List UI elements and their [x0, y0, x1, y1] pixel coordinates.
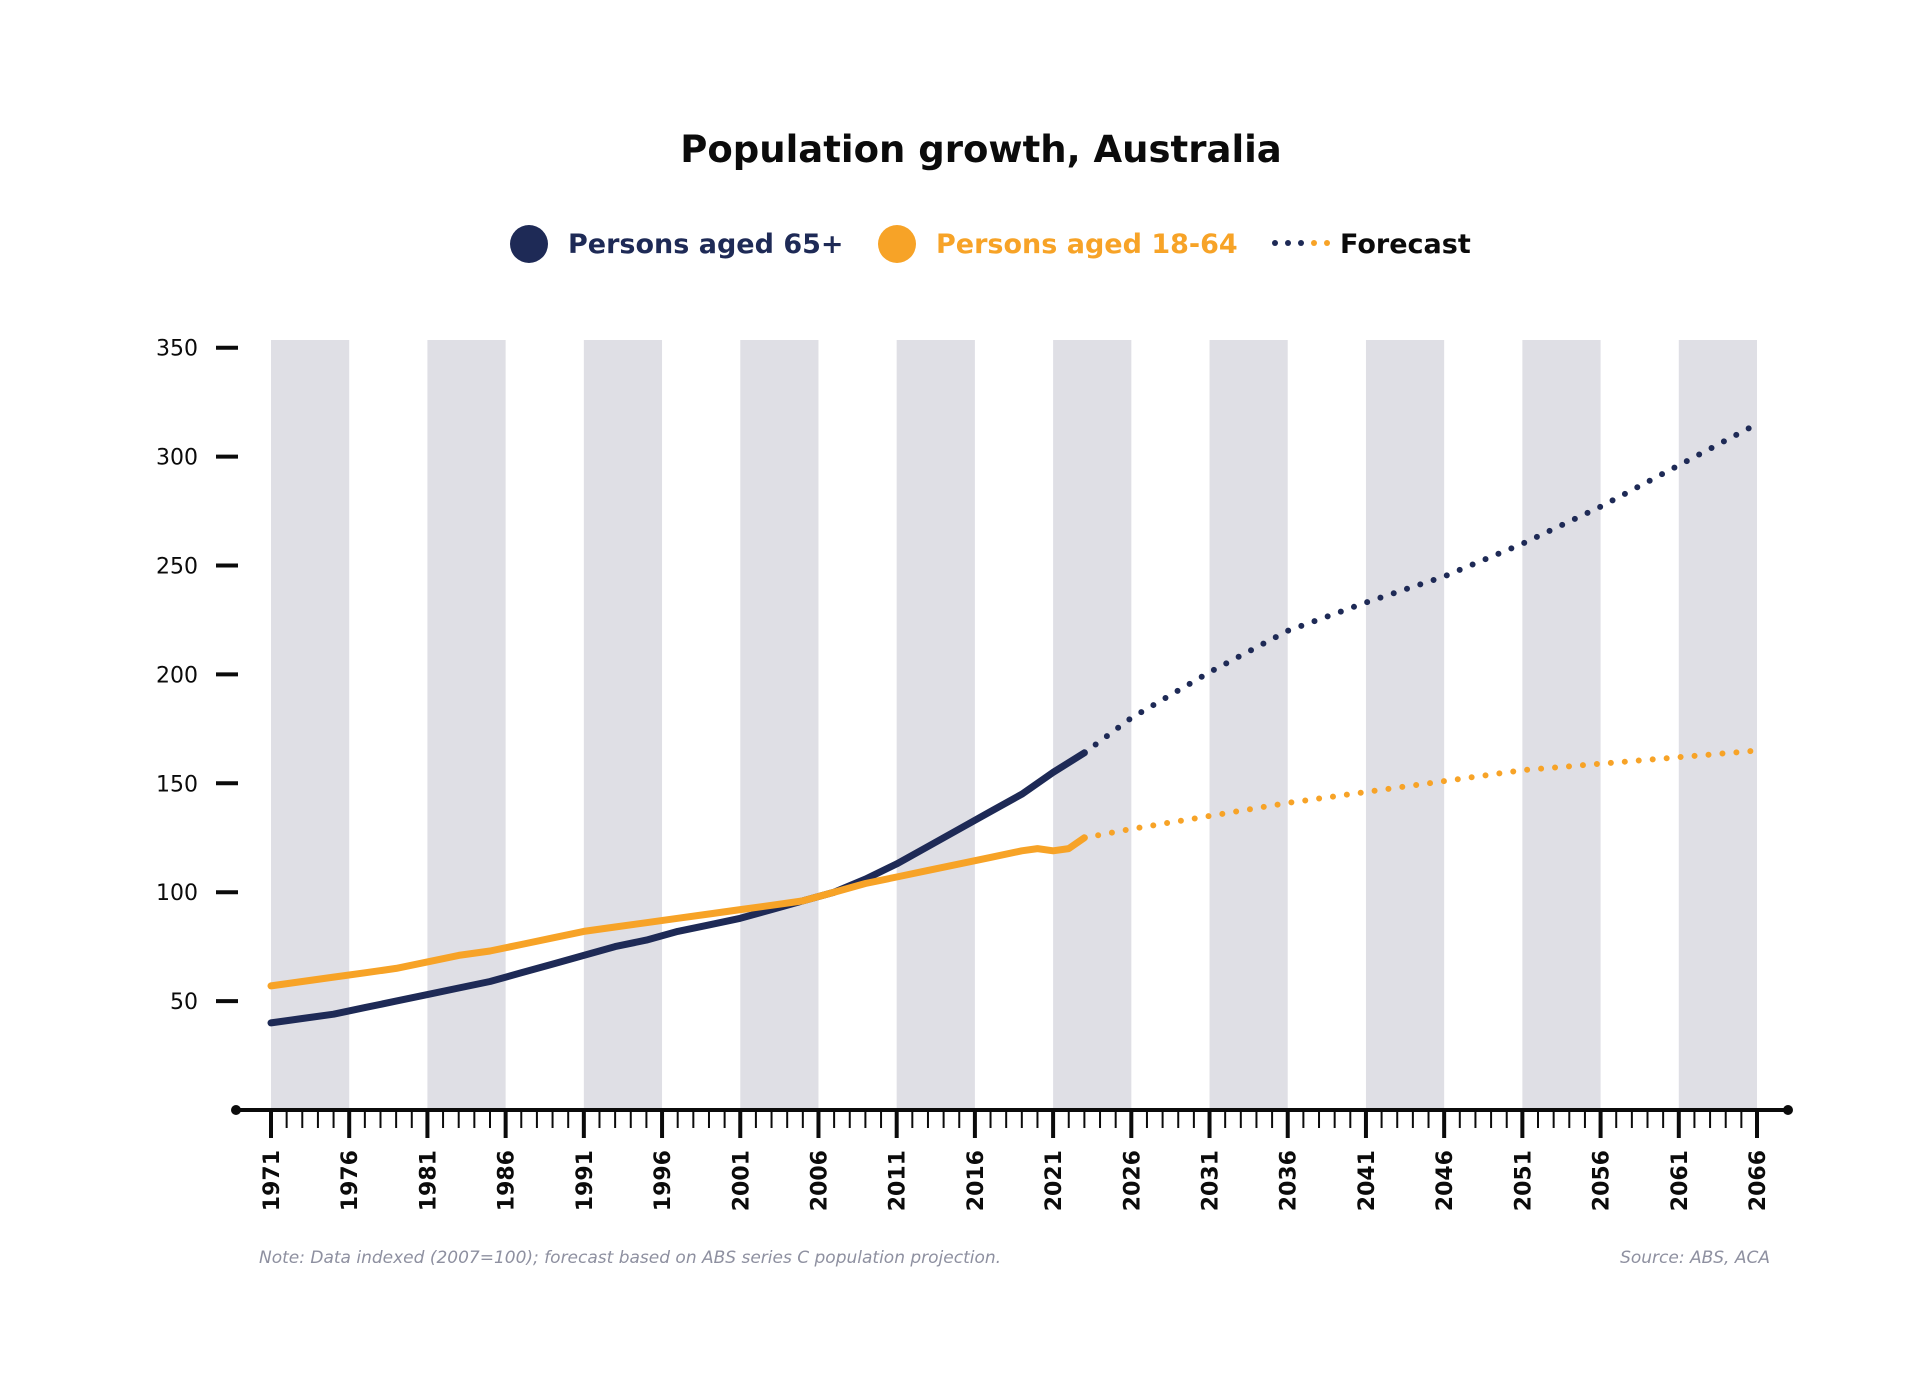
x-axis-end-dot — [1783, 1105, 1793, 1115]
series-forecast-1 — [1081, 747, 1760, 841]
y-tick-label: 300 — [156, 446, 198, 471]
y-tick-label: 250 — [156, 555, 198, 580]
shaded-band — [740, 340, 819, 1110]
x-tick-label: 1991 — [573, 1150, 598, 1211]
x-tick-label: 1971 — [260, 1150, 285, 1211]
series-line-1 — [267, 834, 1088, 990]
x-axis: 1971 1976 1981 1986 1991 1996 2001 2006 2011 2016… — [231, 1105, 1793, 1211]
series-forecast-0 — [1081, 420, 1760, 756]
shaded-band — [1053, 340, 1132, 1110]
y-tick-label: 350 — [156, 337, 198, 362]
x-tick-label: 2011 — [886, 1150, 911, 1211]
source-note: Source: ABS, ACA — [1620, 1248, 1770, 1268]
y-tick-label: 100 — [156, 881, 198, 906]
shaded-band — [896, 340, 975, 1110]
legend-item-18-64: Persons aged 18-64 — [878, 222, 1238, 266]
legend-item-forecast: Forecast — [1272, 222, 1471, 266]
chart-title: Population growth, Australia — [680, 128, 1282, 171]
x-tick-label: 2056 — [1590, 1150, 1615, 1211]
x-tick-label: 1981 — [416, 1150, 441, 1211]
y-tick-label: 50 — [170, 990, 198, 1015]
chart-legend: Persons aged 65+ Persons aged 18-64 Fore… — [0, 222, 1920, 266]
x-tick-label: 2041 — [1355, 1150, 1380, 1211]
x-tick-label: 2016 — [964, 1150, 989, 1211]
x-tick-label: 1986 — [495, 1150, 520, 1211]
y-axis: 50 100 150 200 250 300 350 — [156, 337, 238, 1015]
legend-dot-65 — [510, 225, 548, 263]
legend-label-65: Persons aged 65+ — [568, 228, 844, 260]
series-lines — [267, 420, 1760, 1027]
x-tick-label: 1996 — [651, 1150, 676, 1211]
legend-label-18-64: Persons aged 18-64 — [936, 228, 1238, 260]
legend-forecast-dots-icon — [1272, 240, 1330, 248]
legend-label-forecast: Forecast — [1340, 228, 1471, 260]
legend-item-65: Persons aged 65+ — [510, 222, 844, 266]
shaded-band — [1365, 340, 1445, 1110]
footnote: Note: Data indexed (2007=100); forecast … — [259, 1248, 1002, 1268]
x-tick-label: 2046 — [1433, 1150, 1458, 1211]
legend-dot-18-64 — [878, 225, 916, 263]
shaded-band — [1209, 340, 1288, 1110]
x-tick-label: 2026 — [1120, 1150, 1145, 1211]
shaded-band — [583, 340, 663, 1110]
shaded-bands — [271, 340, 1757, 1110]
series-line-0 — [267, 749, 1088, 1027]
shaded-band — [271, 340, 350, 1110]
shaded-band — [1522, 340, 1601, 1110]
x-tick-label: 2066 — [1746, 1150, 1771, 1211]
x-tick-label: 2051 — [1511, 1150, 1536, 1211]
x-tick-label: 2001 — [729, 1150, 754, 1211]
x-axis-start-dot — [231, 1105, 241, 1115]
shaded-band — [1678, 340, 1757, 1110]
y-tick-label: 150 — [156, 772, 198, 797]
x-tick-label: 2006 — [807, 1150, 832, 1211]
x-tick-label: 2031 — [1199, 1150, 1224, 1211]
x-tick-label: 2021 — [1042, 1150, 1067, 1211]
x-tick-label: 2061 — [1668, 1150, 1693, 1211]
x-tick-label: 2036 — [1277, 1150, 1302, 1211]
x-tick-label: 1976 — [338, 1150, 363, 1211]
y-tick-label: 200 — [156, 663, 198, 688]
